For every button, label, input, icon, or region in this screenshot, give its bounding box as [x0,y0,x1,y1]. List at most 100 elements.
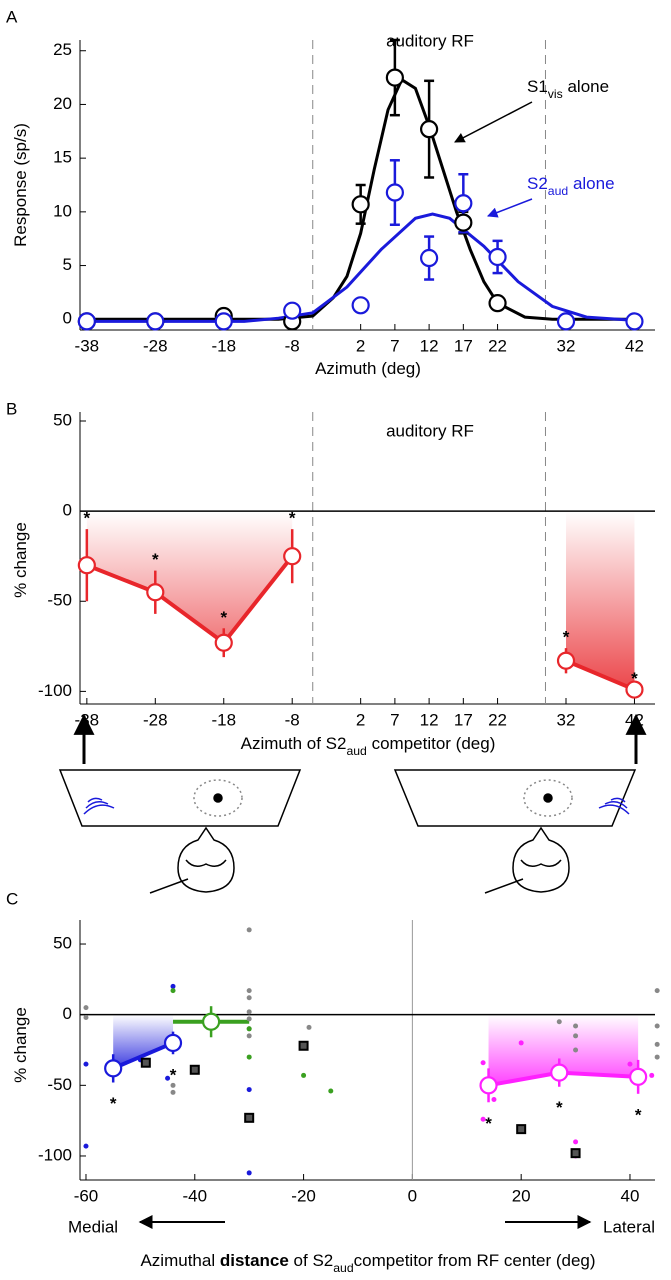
y-axis-label: % change [11,1007,30,1083]
data-point [83,1015,89,1020]
label-arrow [454,101,533,143]
y-tick-label: 20 [53,94,72,113]
data-point [627,1061,633,1067]
data-point [385,183,404,202]
data-point [454,213,473,232]
data-point [104,1059,123,1078]
data-point [301,1072,307,1078]
data-point [351,296,370,315]
x-tick-label: 20 [512,1186,531,1205]
data-point [556,312,576,331]
data-point [570,1148,581,1159]
cartoon [58,713,647,894]
significance-marker: * [556,1098,563,1117]
text-part: Azimuth of S2 [241,734,347,753]
y-tick-label: 10 [53,201,72,220]
x-tick-label: 7 [390,710,399,729]
x-tick-label: -40 [182,1186,207,1205]
data-point [488,294,507,313]
series-label: S2aud alone [527,174,615,198]
data-point [170,1089,176,1095]
x-tick-label: 12 [420,336,439,355]
data-point [573,1033,579,1039]
screen [58,769,302,827]
x-tick-label: 0 [408,1186,417,1205]
series-line [86,554,636,692]
data-point [283,547,302,566]
x-tick-label: 17 [454,710,473,729]
significance-marker: * [631,669,638,688]
x-tick-label: 42 [625,336,644,355]
significance-marker: * [635,1105,642,1124]
sound-icon [83,797,115,815]
x-tick-label: -38 [75,710,100,729]
panel-label: A [6,7,18,26]
data-point [246,1016,252,1022]
significance-marker: * [220,608,227,627]
data-point [246,927,252,933]
data-point [306,1024,312,1030]
data-point [165,1075,171,1081]
series-line [112,1041,174,1071]
significance-marker: * [289,509,296,528]
data-point [146,312,165,331]
y-axis-label: Response (sp/s) [11,123,30,247]
direction-label: Medial [68,1217,118,1236]
data-point [244,1112,255,1123]
data-point [480,1116,486,1122]
data-point [550,1063,569,1082]
x-tick-label: 22 [488,336,507,355]
text-part: aud [548,184,569,198]
text-part: % change [11,522,30,598]
data-point [649,1072,655,1078]
y-tick-label: 5 [63,255,72,274]
text-part: distance [220,1251,289,1270]
data-point [170,988,176,994]
text-part: alone [568,174,614,193]
data-point [283,301,302,320]
data-point [573,1023,579,1029]
x-axis-label: Azimuthal distance of S2audcompetitor fr… [140,1251,595,1275]
data-point [573,1139,579,1145]
visual-rf [523,779,573,817]
data-point [420,248,439,268]
text-part: % change [11,1007,30,1083]
data-point [556,651,576,670]
screen [393,769,637,827]
x-tick-label: -60 [74,1186,99,1205]
panel-label: B [6,399,17,418]
x-tick-label: -28 [143,336,168,355]
direction-label: Lateral [603,1217,655,1236]
x-tick-label: -20 [291,1186,316,1205]
shading [113,1014,174,1069]
x-tick-label: 32 [557,710,576,729]
x-tick-label: 12 [420,710,439,729]
data-point [654,1041,660,1047]
fixation [213,793,223,803]
data-point [214,633,233,652]
x-tick-label: -18 [211,710,236,729]
data-point [246,1170,252,1176]
sound-icon [598,797,630,815]
data-point [625,680,644,699]
data-point [83,1143,89,1149]
text-part: aud [333,1261,354,1275]
significance-marker: * [563,628,570,647]
data-point [454,194,473,213]
data-point [246,1009,252,1015]
y-tick-label: 25 [53,40,72,59]
data-point [480,1060,486,1066]
data-point [163,1033,183,1053]
significance-marker: * [110,1094,117,1113]
panel-label: C [6,889,18,908]
x-tick-label: 40 [621,1186,640,1205]
data-point [385,68,404,87]
significance-marker: * [84,509,91,528]
x-tick-label: 2 [356,710,365,729]
y-tick-label: 15 [53,148,72,167]
x-tick-label: 17 [454,336,473,355]
data-point [654,1054,660,1060]
data-point [140,1057,151,1068]
significance-marker: * [152,550,159,569]
data-point [629,1067,648,1086]
